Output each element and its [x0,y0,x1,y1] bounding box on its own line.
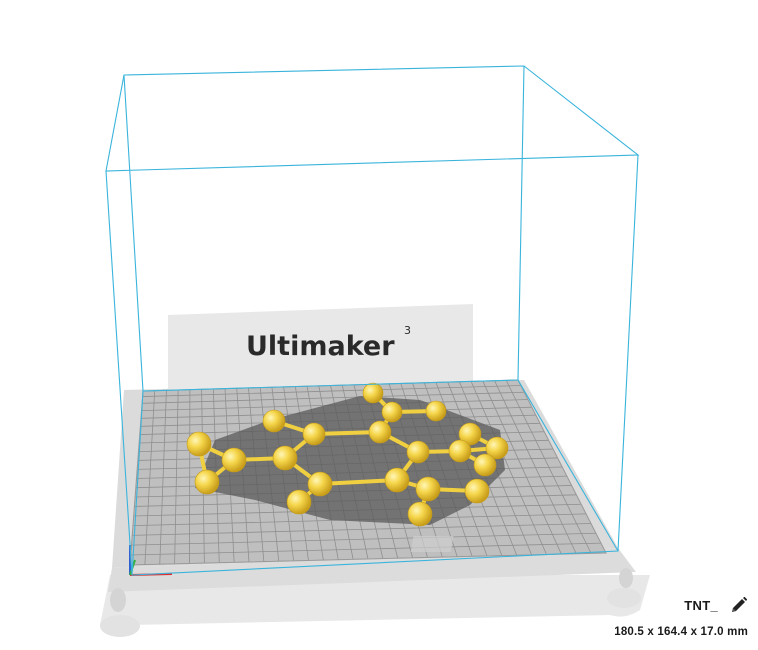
molecule-atom [407,501,433,527]
object-name: TNT_ [684,597,718,613]
molecule-atom [302,422,326,446]
object-dimensions: 180.5 x 164.4 x 17.0 mm [614,626,748,638]
molecule-bond [318,478,399,486]
molecule-atom [368,420,392,444]
molecule-atom [458,422,482,446]
molecule-atom [464,478,490,504]
molecule-atom [473,453,497,477]
molecule-atom [406,440,430,464]
molecule-atom [286,489,312,515]
molecule-model[interactable] [186,382,509,527]
pencil-icon[interactable] [730,596,748,614]
molecule-atom [425,400,447,422]
printer-brand-text: Ultimaker [246,331,395,362]
molecule-atom [307,471,333,497]
molecule-atom [384,467,410,493]
build-volume-outline [105,65,640,576]
molecule-atom [381,401,403,423]
molecule-atom [272,445,298,471]
molecule-atom [186,431,212,457]
molecule-atom [194,469,220,495]
printer-back-panel [168,304,473,392]
molecule-atom [485,436,509,460]
molecule-atom [448,439,472,463]
molecule-atom [362,382,384,404]
object-info-panel: TNT_ 180.5 x 164.4 x 17.0 mm [614,596,748,638]
molecule-atom [221,447,247,473]
printer-model-number: 3 [404,324,411,337]
molecule-atom [415,476,441,502]
molecule-atom [262,409,286,433]
